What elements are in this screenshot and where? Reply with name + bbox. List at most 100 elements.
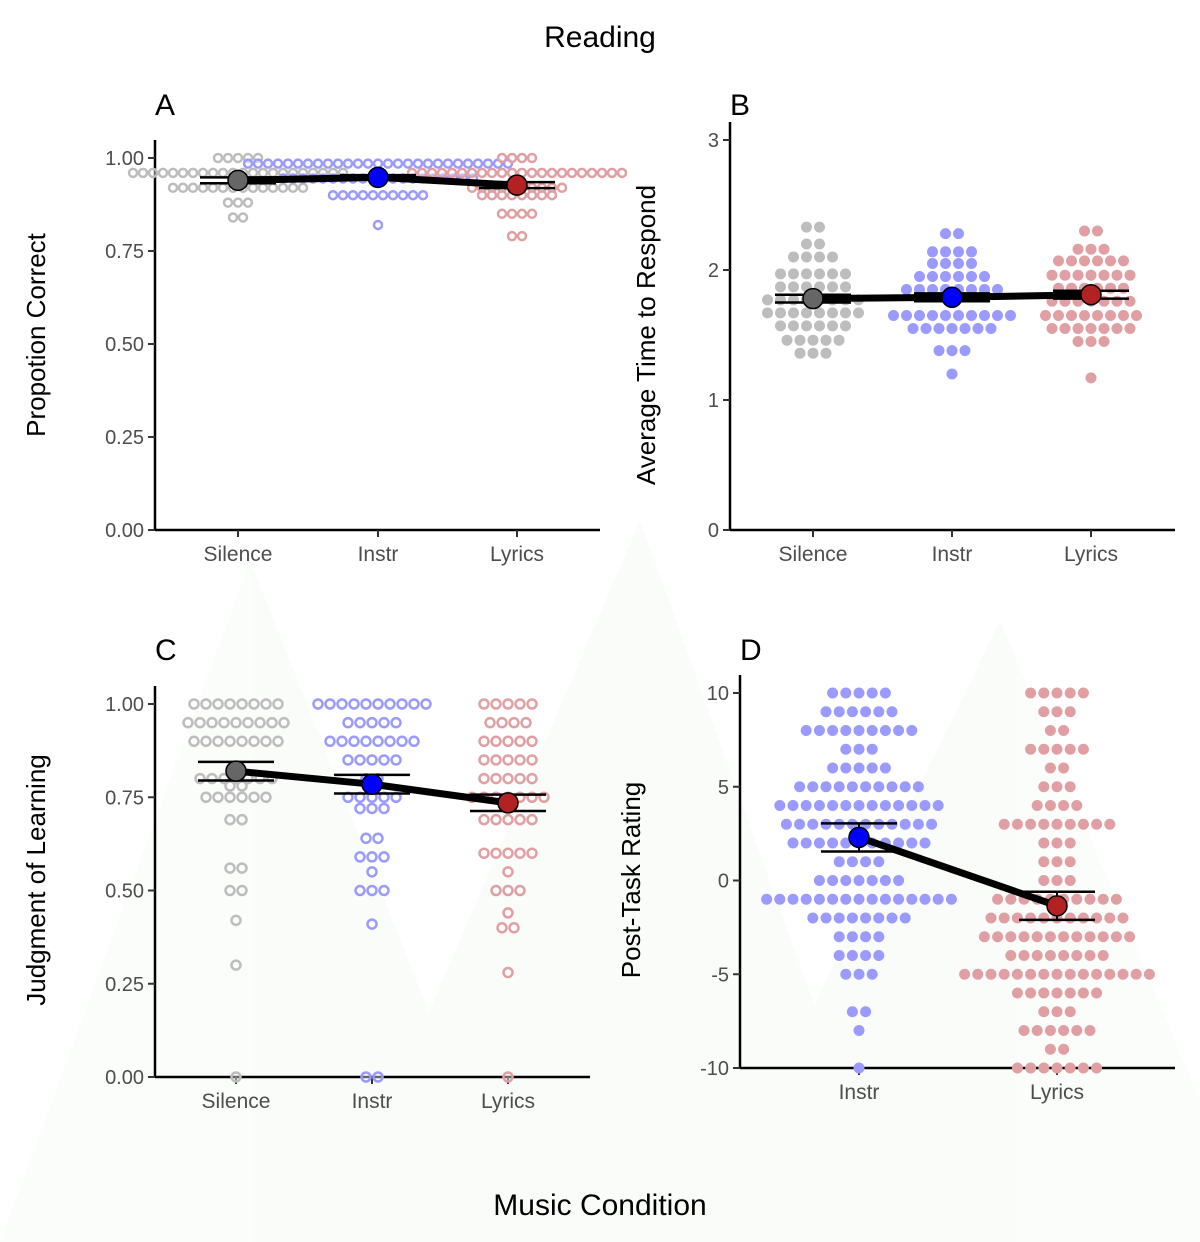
data-point: [801, 268, 812, 280]
data-point: [1085, 372, 1097, 384]
mean-point: [497, 792, 519, 814]
y-tick-label: 0: [708, 520, 719, 542]
data-point: [846, 856, 858, 868]
data-point: [486, 167, 498, 179]
data-point: [787, 800, 799, 811]
data-point: [490, 847, 502, 859]
data-point: [516, 230, 528, 242]
data-point: [794, 334, 806, 346]
data-point: [1011, 912, 1023, 924]
data-point: [886, 706, 898, 718]
data-point: [536, 167, 548, 179]
data-point: [1104, 968, 1116, 980]
data-point: [372, 158, 384, 169]
mean-point: [802, 287, 824, 310]
data-point: [390, 754, 402, 766]
data-point: [966, 271, 977, 282]
y-tick-label: -5: [711, 964, 729, 986]
data-point: [1038, 781, 1050, 793]
x-tick-label: Instr: [358, 543, 399, 566]
mean-point: [506, 174, 528, 196]
data-point: [502, 1071, 514, 1083]
data-point: [774, 893, 786, 905]
data-point: [860, 856, 872, 868]
data-point: [840, 837, 852, 849]
data-point: [546, 189, 558, 201]
data-point: [946, 345, 958, 357]
data-point: [927, 246, 938, 258]
data-point: [827, 800, 839, 811]
data-point: [893, 893, 905, 905]
data-point: [833, 706, 845, 718]
data-point: [397, 189, 409, 201]
data-point: [914, 271, 925, 282]
data-point: [360, 1071, 372, 1083]
data-point: [853, 893, 865, 905]
data-point: [342, 158, 354, 169]
data-point: [814, 320, 825, 332]
data-point: [217, 182, 229, 194]
data-point: [436, 167, 448, 179]
data-point: [945, 893, 957, 905]
mean-point: [1080, 283, 1102, 306]
data-point: [1011, 987, 1023, 999]
data-point: [940, 246, 951, 258]
data-point: [1025, 687, 1037, 699]
data-point: [1071, 950, 1083, 961]
y-axis-label: Average Time to Respond: [631, 185, 661, 485]
data-point: [360, 832, 372, 845]
data-point: [1051, 875, 1063, 886]
data-point: [1051, 968, 1063, 980]
y-tick-label: 0.75: [105, 241, 144, 263]
data-point: [496, 716, 508, 729]
data-point: [224, 813, 236, 826]
data-point: [212, 698, 224, 710]
y-tick-label: 0: [718, 871, 729, 893]
data-point: [1058, 950, 1070, 961]
data-point: [312, 698, 324, 710]
data-point: [813, 875, 825, 886]
data-point: [794, 347, 806, 359]
data-point: [456, 167, 468, 179]
data-point: [372, 219, 384, 231]
data-point: [417, 189, 429, 201]
data-point: [520, 716, 532, 729]
data-point: [1031, 800, 1043, 811]
data-point: [556, 167, 568, 179]
data-point: [774, 800, 786, 811]
data-point: [879, 875, 891, 886]
data-point: [1051, 856, 1063, 868]
data-point: [272, 735, 284, 748]
data-point: [1084, 893, 1096, 905]
data-point: [814, 251, 825, 263]
data-point: [232, 197, 244, 208]
data-point: [807, 781, 819, 793]
data-point: [1092, 310, 1103, 321]
data-point: [901, 284, 912, 295]
data-point: [1058, 725, 1070, 736]
data-point: [514, 772, 526, 785]
data-point: [893, 875, 905, 886]
data-point: [472, 158, 484, 169]
data-point: [506, 208, 518, 220]
data-point: [248, 791, 260, 803]
data-point: [478, 698, 490, 710]
data-point: [566, 167, 578, 179]
data-point: [1077, 912, 1089, 924]
data-point: [801, 320, 812, 332]
data-point: [972, 323, 984, 334]
data-point: [1084, 1025, 1096, 1036]
data-point: [1059, 323, 1071, 334]
data-point: [853, 800, 865, 811]
data-point: [1038, 706, 1050, 718]
data-point: [1085, 243, 1097, 255]
data-point: [901, 310, 912, 321]
data-point: [1025, 818, 1037, 830]
data-point: [194, 772, 206, 785]
data-point: [1104, 912, 1116, 924]
data-point: [1064, 987, 1076, 999]
data-point: [1051, 987, 1063, 999]
y-tick-label: 0.75: [105, 787, 144, 809]
data-point: [813, 893, 825, 905]
data-point: [1051, 781, 1063, 793]
